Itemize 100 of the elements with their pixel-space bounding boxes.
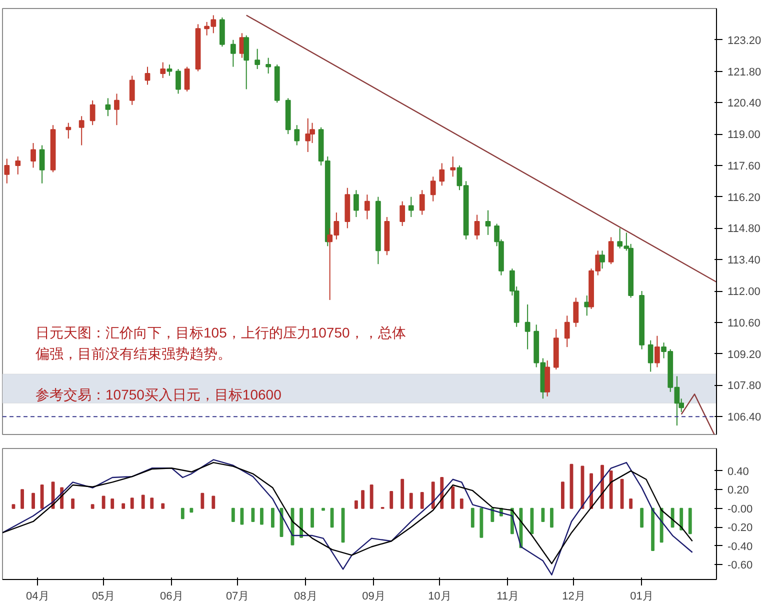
- x-tick-label: 04月: [26, 590, 50, 602]
- bar: [200, 492, 204, 509]
- y-tick-label: 120.40: [728, 98, 762, 110]
- y-tick-label: 112.00: [728, 286, 760, 298]
- candlestick: [648, 340, 654, 372]
- candlestick: [254, 48, 260, 70]
- candlestick: [129, 75, 135, 106]
- bar: [71, 498, 75, 509]
- candlestick: [450, 156, 456, 178]
- bar: [370, 484, 374, 509]
- bar: [300, 508, 303, 538]
- candlestick: [354, 190, 359, 218]
- bar: [640, 508, 644, 528]
- candlestick: [90, 100, 96, 126]
- candlestick: [430, 176, 436, 202]
- bar: [110, 498, 114, 509]
- candlestick: [114, 93, 120, 126]
- y-tick-label: 119.00: [728, 129, 760, 142]
- x-tick-label: 08月: [294, 590, 318, 602]
- bar: [354, 500, 358, 509]
- bar: [541, 508, 545, 522]
- candlestick: [230, 39, 236, 68]
- x-tick-label: 12月: [562, 590, 586, 602]
- candlestick: [524, 304, 530, 350]
- x-tick-label: 10月: [428, 590, 452, 602]
- bar: [231, 508, 235, 522]
- y-tick-label: 107.80: [728, 380, 762, 392]
- candlestick: [654, 335, 660, 368]
- bar: [212, 496, 216, 509]
- candlestick: [184, 66, 190, 92]
- candlestick: [408, 196, 414, 218]
- candlestick: [4, 158, 10, 184]
- bar: [40, 484, 44, 509]
- candlestick: [66, 122, 72, 140]
- bar: [550, 508, 554, 528]
- y-tick-label: 109.20: [728, 348, 762, 361]
- y-tick-label: 114.80: [728, 223, 760, 236]
- bar: [651, 508, 654, 551]
- bar: [670, 508, 674, 528]
- bar: [190, 508, 194, 513]
- bar: [609, 470, 613, 509]
- y-tick-label: 106.40: [728, 412, 762, 424]
- annotation: 日元天图：汇价向下，目标105，上行的压力10750，，总体偏强，目前没有结束强势趋势。: [36, 324, 406, 362]
- bar: [32, 492, 35, 509]
- y-tick-label: -0.00: [728, 503, 753, 516]
- x-tick-label: 11月: [496, 590, 520, 602]
- bar: [390, 491, 394, 509]
- y-tick-label: -0.20: [728, 522, 753, 534]
- bar: [130, 498, 134, 509]
- candlestick: [564, 315, 570, 348]
- candlestick: [485, 210, 491, 236]
- bar: [490, 508, 494, 522]
- bar: [361, 490, 365, 509]
- bar: [20, 489, 24, 509]
- bar: [150, 498, 154, 509]
- bar: [460, 498, 464, 509]
- x-tick-label: 09月: [362, 590, 386, 602]
- bar: [90, 504, 94, 509]
- candlestick: [600, 250, 605, 270]
- candlestick: [166, 64, 172, 76]
- candlestick: [305, 118, 311, 152]
- bar: [122, 503, 126, 509]
- y-tick-label: 117.60: [728, 160, 760, 172]
- candlestick: [419, 190, 425, 216]
- candlestick: [608, 236, 614, 265]
- bar: [180, 508, 184, 520]
- bar: [271, 508, 274, 528]
- bar: [12, 504, 16, 509]
- candlestick: [364, 194, 370, 220]
- x-tick-label: 07月: [226, 590, 250, 602]
- candlestick: [400, 200, 406, 226]
- bar: [251, 508, 255, 522]
- x-tick-label: 06月: [160, 590, 184, 602]
- bar: [102, 496, 106, 509]
- y-tick-label: 110.60: [728, 317, 760, 330]
- bar: [680, 508, 684, 530]
- candlestick: [266, 57, 272, 74]
- bar: [260, 508, 264, 525]
- bar: [409, 492, 413, 509]
- bar: [141, 494, 145, 509]
- y-tick-label: -0.60: [728, 560, 753, 572]
- y-tick-label: -0.40: [728, 540, 753, 553]
- bar: [470, 508, 474, 528]
- candlestick: [78, 116, 84, 146]
- y-tick-label: 123.20: [728, 34, 762, 47]
- candlestick: [294, 124, 300, 146]
- bar: [161, 503, 165, 509]
- candlestick: [30, 142, 36, 168]
- y-tick-label: 113.40: [728, 254, 760, 267]
- bar: [688, 508, 692, 534]
- y-tick-label: 0.40: [728, 466, 749, 478]
- bar: [451, 486, 455, 509]
- bar: [310, 508, 314, 528]
- candlestick: [160, 62, 166, 79]
- bar: [561, 482, 564, 509]
- annotation: 参考交易：10750买入日元，目标10600: [36, 386, 282, 402]
- bar: [629, 498, 633, 509]
- bar: [600, 464, 604, 509]
- candlestick: [439, 162, 445, 186]
- candlestick: [105, 98, 111, 117]
